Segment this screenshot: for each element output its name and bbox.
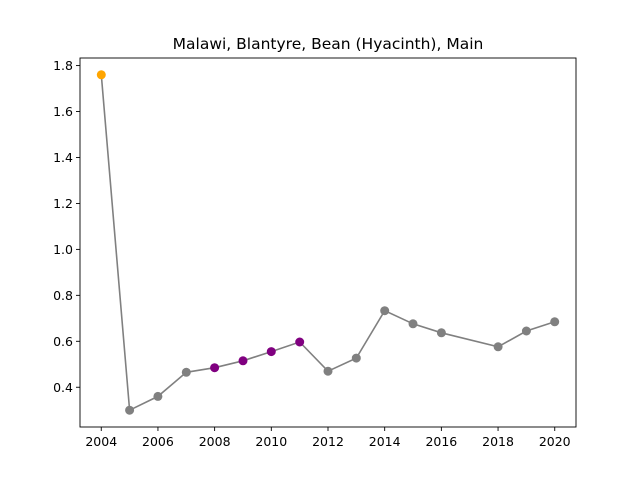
x-tick-label: 2012 [312, 434, 344, 449]
x-tick-label: 2018 [482, 434, 514, 449]
data-point [380, 306, 390, 316]
y-axis: 0.4 0.6 0.8 1.0 1.2 1.4 1.6 1.8 [53, 58, 80, 395]
data-point [521, 326, 531, 336]
data-points [96, 70, 560, 415]
plot-frame [79, 57, 577, 428]
y-tick-label: 0.4 [53, 380, 73, 395]
data-point [408, 319, 418, 329]
data-point [351, 353, 361, 363]
x-tick-label: 2016 [425, 434, 457, 449]
chart-title: Malawi, Blantyre, Bean (Hyacinth), Main [173, 35, 484, 53]
data-point [238, 356, 248, 366]
x-tick-label: 2014 [369, 434, 401, 449]
x-axis: 2004 2006 2008 2010 2012 2014 2016 2018 2020 [85, 427, 571, 449]
data-point [96, 70, 106, 80]
y-tick-label: 0.8 [53, 288, 73, 303]
data-point [295, 337, 305, 347]
data-point [181, 367, 191, 377]
y-tick-label: 1.2 [53, 196, 73, 211]
y-tick-label: 1.6 [53, 104, 73, 119]
data-point [550, 317, 560, 327]
data-point [266, 347, 276, 357]
y-tick-label: 1.4 [53, 150, 73, 165]
data-point [210, 363, 220, 373]
y-tick-label: 0.6 [53, 334, 73, 349]
series-line [100, 74, 555, 412]
x-tick-label: 2004 [85, 434, 117, 449]
data-point [153, 391, 163, 401]
data-point [323, 366, 333, 376]
data-point [125, 405, 135, 415]
data-point [493, 342, 503, 352]
x-tick-label: 2010 [255, 434, 287, 449]
x-tick-label: 2008 [199, 434, 231, 449]
x-tick-label: 2006 [142, 434, 174, 449]
x-tick-label: 2020 [539, 434, 571, 449]
y-tick-label: 1.8 [53, 58, 73, 73]
y-tick-label: 1.0 [53, 242, 73, 257]
data-point [436, 328, 446, 338]
